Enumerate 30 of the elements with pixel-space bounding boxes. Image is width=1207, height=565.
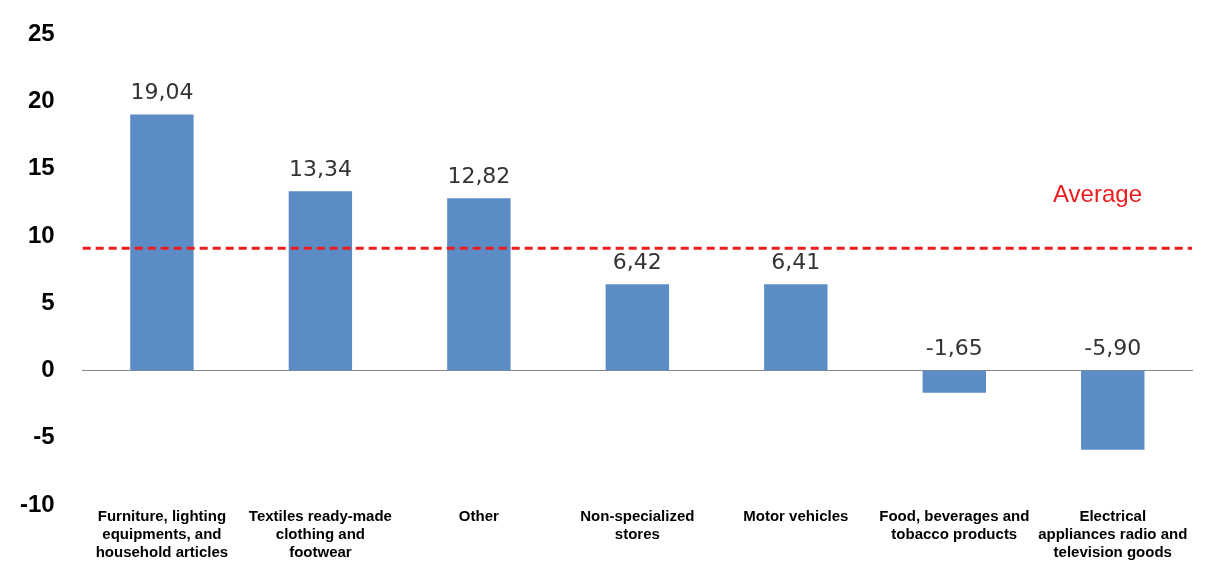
y-tick-label: 0 — [41, 355, 55, 383]
x-tick-label: Motor vehicles — [743, 507, 849, 525]
data-label: -5,90 — [1084, 335, 1142, 361]
y-tick-label: -10 — [20, 489, 55, 517]
x-tick-label: Food, beverages and tobacco products — [879, 507, 1030, 543]
bar — [764, 284, 828, 371]
data-label: 12,82 — [447, 162, 511, 188]
data-label: 6,42 — [612, 248, 662, 274]
x-tick-label: Textiles ready-made clothing and footwear — [248, 507, 392, 561]
x-tick-label: Furniture, lighting equipments, and household articles — [95, 507, 229, 561]
bar — [130, 114, 194, 371]
bar — [447, 198, 511, 371]
y-tick-label: -5 — [33, 422, 55, 450]
y-tick-label: 15 — [27, 153, 55, 181]
x-tick-label: Other — [458, 507, 500, 525]
data-label: -1,65 — [925, 335, 983, 361]
y-tick-label: 5 — [41, 287, 55, 315]
bar — [288, 191, 353, 371]
ref-line-label: Average — [1053, 180, 1142, 208]
y-tick-label: 10 — [27, 220, 55, 248]
data-label: 6,41 — [771, 249, 821, 275]
x-tick-label: Non-specialized stores — [580, 507, 695, 543]
bar — [1081, 370, 1145, 450]
bar — [922, 370, 986, 393]
x-tick-label: Electrical appliances radio and television goods — [1038, 507, 1188, 561]
data-label: 13,34 — [288, 155, 352, 181]
bar — [605, 284, 670, 371]
y-tick-label: 25 — [27, 19, 55, 47]
y-tick-label: 20 — [27, 86, 55, 114]
data-label: 19,04 — [130, 79, 194, 105]
